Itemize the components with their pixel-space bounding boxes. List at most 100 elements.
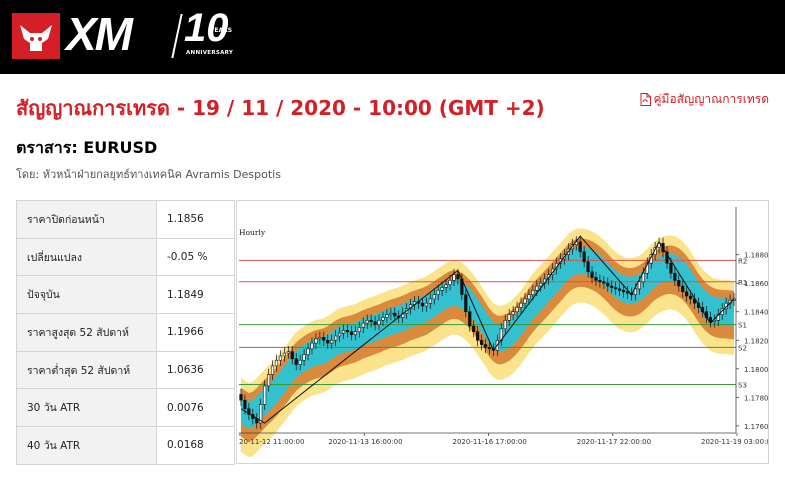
- candle-body: [700, 307, 705, 313]
- level-label-r2: R2: [738, 257, 747, 265]
- site-header: XM 10 YEARS ANNIVERSARY: [0, 0, 785, 74]
- candle-body: [274, 359, 279, 367]
- y-tick-label: 1.1760: [744, 423, 768, 431]
- anniversary-years: YEARS: [210, 27, 233, 34]
- candle-body: [657, 242, 661, 248]
- logo-divider: [171, 14, 183, 58]
- candle-body: [464, 294, 468, 313]
- candle-body: [337, 332, 342, 337]
- candle-body: [436, 290, 440, 295]
- candle-body: [677, 280, 681, 287]
- candle-body: [641, 272, 645, 283]
- anniversary-label: ANNIVERSARY: [186, 50, 234, 56]
- level-label-s1: S1: [738, 322, 747, 330]
- candle-body: [270, 365, 275, 375]
- candle-body: [456, 274, 460, 280]
- candle-body: [373, 321, 377, 325]
- candle-body: [243, 399, 247, 410]
- candle-body: [286, 351, 290, 354]
- candle-body: [669, 262, 673, 274]
- stats-row: เปลี่ยนแปลง -0.05 %: [16, 237, 235, 277]
- candle-body: [385, 314, 389, 318]
- candle-body: [424, 302, 428, 307]
- candle-body: [381, 317, 385, 321]
- candle-body: [369, 319, 373, 323]
- page-title: สัญญาณการเทรด - 19 / 11 / 2020 - 10:00 (…: [16, 96, 545, 120]
- candle-body: [361, 322, 365, 328]
- brand-logo[interactable]: XM: [66, 8, 133, 60]
- candle-body: [322, 337, 326, 341]
- x-tick-label: 2020-11-17 22:00:00: [577, 438, 651, 446]
- candle-body: [665, 251, 669, 264]
- candle-body: [602, 281, 606, 284]
- candle-body: [531, 290, 535, 295]
- bull-logo-icon[interactable]: [12, 13, 60, 59]
- candle-body: [479, 339, 484, 345]
- x-tick-label: 2020-11-13 16:00:00: [328, 438, 402, 446]
- candle-body: [448, 280, 452, 285]
- candle-body: [259, 404, 263, 424]
- candle-body: [440, 287, 444, 291]
- candle-body: [365, 319, 369, 324]
- instrument-heading: ตราสาร: EURUSD: [16, 138, 158, 157]
- candle-body: [472, 325, 476, 333]
- stat-value: 0.0168: [156, 426, 235, 465]
- candle-body: [527, 294, 531, 300]
- candle-body: [428, 298, 432, 304]
- pdf-icon: [640, 93, 651, 106]
- candle-body: [349, 331, 354, 335]
- anniversary-number: 10: [184, 6, 229, 50]
- candle-body: [334, 335, 338, 341]
- candle-body: [483, 344, 488, 348]
- candle-body: [345, 329, 350, 333]
- y-tick-label: 1.1780: [744, 394, 768, 402]
- candle-body: [263, 385, 267, 405]
- y-tick-label: 1.1880: [744, 252, 768, 260]
- candle-body: [547, 274, 551, 280]
- stat-value: 1.1856: [156, 200, 235, 239]
- candle-body: [310, 342, 314, 350]
- candle-body: [314, 338, 318, 344]
- candle-body: [266, 374, 271, 387]
- candle-body: [606, 282, 610, 287]
- candle-body: [503, 319, 507, 330]
- candle-body: [278, 355, 283, 361]
- candle-body: [511, 311, 515, 315]
- candle-body: [452, 274, 456, 281]
- level-label-s3: S3: [738, 381, 747, 389]
- author-byline: โดย: หัวหน้าฝ่ายกลยุทธ์ทางเทคนิค Avramis…: [16, 168, 281, 181]
- candle-body: [598, 280, 602, 283]
- y-tick-label: 1.1800: [744, 366, 768, 374]
- candle-body: [618, 288, 622, 291]
- x-tick-label: 2020-11-16 17:00:00: [453, 438, 527, 446]
- candle-body: [357, 327, 361, 333]
- candle-body: [681, 285, 685, 293]
- candle-body: [621, 290, 626, 293]
- candle-body: [247, 408, 251, 415]
- chart-svg: R2 R1 S1 S2 S3 1.1760 1.1780 1.1800 1.1820 1.1840…: [239, 207, 775, 458]
- candle-body: [239, 394, 243, 401]
- stats-table: ราคาปิดก่อนหน้า 1.1856 เปลี่ยนแปลง -0.05 % ป…: [16, 200, 235, 465]
- stats-row: ราคาปิดก่อนหน้า 1.1856: [16, 200, 235, 239]
- candle-body: [582, 251, 586, 263]
- candle-body: [594, 277, 598, 281]
- candle-body: [523, 298, 527, 304]
- stats-row: 30 วัน ATR 0.0076: [16, 388, 235, 428]
- candle-body: [539, 282, 543, 287]
- zigzag-line: [240, 235, 735, 424]
- stat-label: เปลี่ยนแปลง: [16, 237, 157, 277]
- x-tick-label: 2020-11-19 03:00:00: [701, 438, 768, 446]
- y-tick-label: 1.1840: [744, 309, 768, 317]
- candle-body: [302, 354, 306, 361]
- candle-body: [685, 291, 689, 297]
- stats-row: 40 วัน ATR 0.0168: [16, 426, 235, 465]
- candle-body: [341, 329, 346, 334]
- level-label-r1: R1: [738, 279, 747, 287]
- y-tick-label: 1.1820: [744, 337, 768, 345]
- stats-row: ปัจจุบัน 1.1849: [16, 275, 235, 315]
- level-label-s2: S2: [738, 344, 747, 352]
- candle-body: [708, 317, 712, 323]
- stat-label: 40 วัน ATR: [16, 426, 157, 465]
- signal-guide-link[interactable]: คู่มือสัญญาณการเทรด: [640, 90, 769, 109]
- candle-body: [476, 331, 480, 341]
